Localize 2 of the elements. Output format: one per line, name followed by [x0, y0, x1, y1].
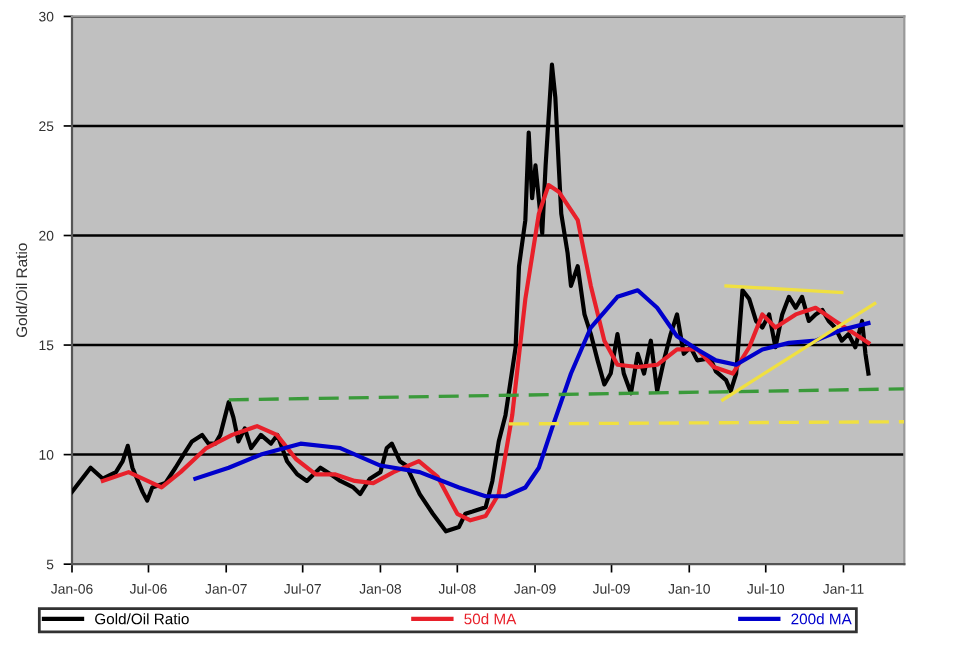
- line-series: [193, 288, 871, 499]
- line-series: [100, 183, 871, 523]
